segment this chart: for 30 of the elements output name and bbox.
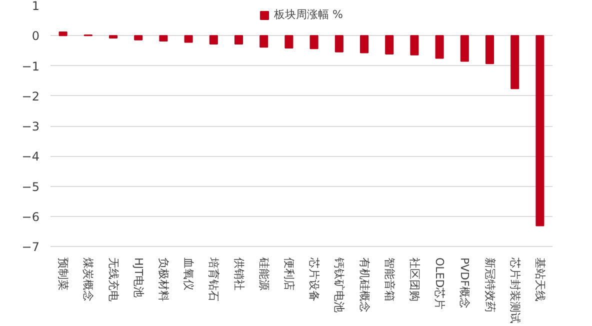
x-tick-label: 无线充电 — [106, 258, 120, 302]
x-tick-label: 基站天线 — [533, 258, 546, 302]
y-tick-label: −2 — [22, 89, 40, 104]
x-tick-label: 新冠特效药 — [483, 258, 496, 312]
x-tick-label: 硅能源 — [257, 256, 270, 290]
y-tick-label: −6 — [22, 210, 40, 224]
x-tick-label: 便利店 — [282, 258, 296, 290]
x-tick-label: PVDF概念 — [458, 258, 472, 308]
x-tick-label: OLED芯片 — [433, 258, 446, 310]
x-tick-label: 钙钛矿电池 — [332, 256, 346, 312]
x-tick-label: 血氧仪 — [182, 258, 196, 290]
x-tick-label: 煤炭概念 — [82, 258, 95, 302]
x-tick-label: 培育钻石 — [207, 256, 220, 302]
y-tick-label: −7 — [22, 240, 40, 254]
x-tick-label: HJT电池 — [132, 258, 145, 298]
x-tick-label: 芯片设备 — [308, 256, 321, 302]
x-tick-label: 社区团购 — [408, 258, 421, 302]
x-tick-label: 有机硅概念 — [358, 258, 371, 312]
y-tick-label: −3 — [22, 120, 40, 134]
y-tick-label: −5 — [22, 180, 40, 194]
x-tick-label: 负极材料 — [156, 258, 170, 302]
x-tick-label: 预制菜 — [56, 258, 70, 290]
x-tick-label: 供销社 — [232, 258, 246, 290]
y-tick-label: 0 — [32, 29, 40, 44]
y-tick-label: −4 — [22, 150, 40, 164]
y-tick-label: 1 — [32, 0, 40, 13]
y-tick-label: −1 — [22, 59, 40, 74]
legend-label: 板块周涨幅 % — [274, 7, 343, 22]
x-tick-label: 智能音箱 — [382, 258, 396, 302]
x-tick-label: 芯片封装测试 — [508, 256, 522, 324]
